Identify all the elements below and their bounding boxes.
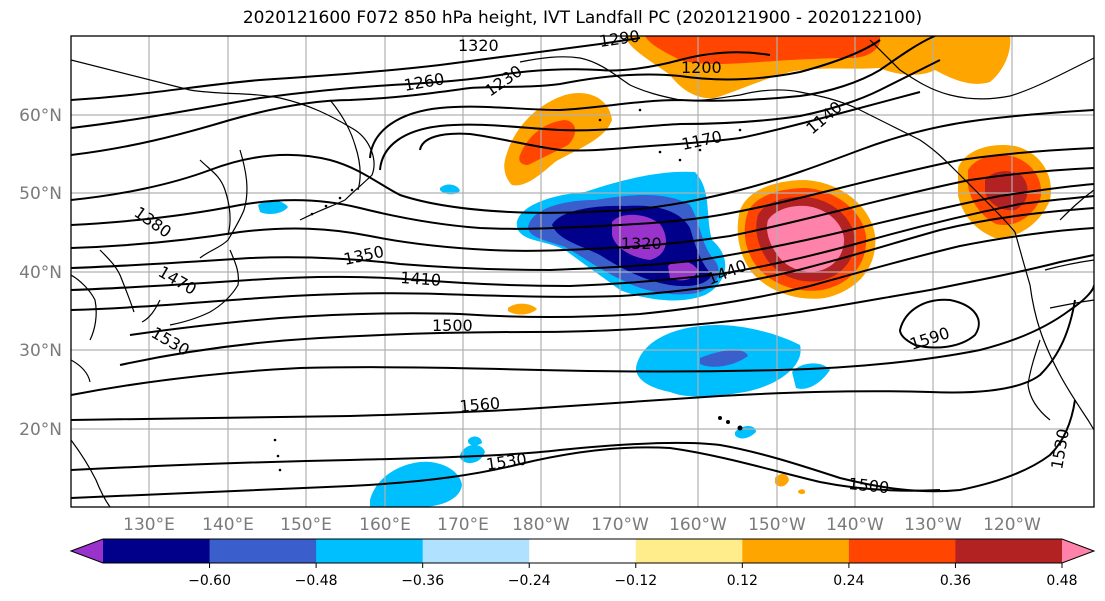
lat-label: 50°N — [19, 184, 62, 204]
lon-label: 130°E — [123, 515, 175, 535]
height-contours — [71, 36, 1094, 499]
contour-label: 1500 — [432, 316, 473, 335]
lon-label: 150°E — [280, 515, 332, 535]
colorbar-extend-min — [71, 539, 103, 563]
colorbar-ticks: −0.60 −0.48 −0.36 −0.24 −0.12 0.12 0.24 0.36 0.4… — [188, 563, 1078, 589]
lon-label: 140°E — [202, 515, 254, 535]
graticule — [71, 36, 1094, 507]
colorbar-extend-max — [1062, 539, 1094, 563]
lon-label: 150°W — [748, 515, 806, 535]
lon-label: 140°W — [826, 515, 884, 535]
lon-label: 160°W — [669, 515, 727, 535]
latitude-labels: 60°N 50°N 40°N 30°N 20°N — [19, 106, 62, 440]
lat-label: 60°N — [19, 106, 62, 126]
contour-label: 1320 — [458, 36, 499, 55]
colorbar-tick-label: 0.36 — [940, 573, 971, 589]
colorbar-tick-label: 0.48 — [1046, 573, 1077, 589]
map-title: 2020121600 F072 850 hPa height, IVT Land… — [242, 8, 923, 28]
contour-label: 1200 — [681, 58, 722, 77]
colorbar-swatch — [103, 539, 211, 563]
colorbar-outline — [69, 538, 1096, 564]
lat-label: 40°N — [19, 263, 62, 283]
colorbar-tick-label: 0.12 — [727, 573, 758, 589]
colorbar-tick-label: −0.60 — [188, 573, 231, 589]
map-layers — [71, 36, 1094, 507]
coastlines — [71, 39, 1094, 507]
colorbar-swatch — [529, 539, 637, 563]
islands — [273, 108, 743, 472]
lat-label: 30°N — [19, 341, 62, 361]
colorbar-tick-label: −0.12 — [614, 573, 657, 589]
contour-label: 1320 — [621, 234, 662, 253]
contour-label: 1500 — [848, 474, 890, 497]
colorbar-swatch — [955, 539, 1063, 563]
colorbar-swatch — [422, 539, 530, 563]
lon-label: 120°W — [983, 515, 1041, 535]
contour-label: 1560 — [459, 394, 501, 416]
colorbar-tick-label: −0.24 — [508, 573, 551, 589]
map-frame — [70, 35, 1095, 508]
longitude-labels: 130°E 140°E 150°E 160°E 170°E 180°W 170°… — [123, 515, 1041, 535]
colorbar-swatch — [316, 539, 424, 563]
lon-label: 130°W — [904, 515, 962, 535]
colorbar-tick-label: −0.48 — [295, 573, 338, 589]
lon-label: 170°E — [437, 515, 489, 535]
colorbar-swatch — [209, 539, 317, 563]
colorbar-swatch — [848, 539, 956, 563]
colorbar-tick-label: 0.24 — [833, 573, 864, 589]
colorbar — [69, 538, 1096, 564]
lon-label: 170°W — [591, 515, 649, 535]
lon-label: 160°E — [359, 515, 411, 535]
lat-label: 20°N — [19, 420, 62, 440]
colorbar-tick-label: −0.36 — [401, 573, 444, 589]
colorbar-swatch — [742, 539, 850, 563]
contour-label: 1410 — [400, 268, 442, 290]
lon-label: 180°W — [512, 515, 570, 535]
colorbar-swatch — [635, 539, 743, 563]
